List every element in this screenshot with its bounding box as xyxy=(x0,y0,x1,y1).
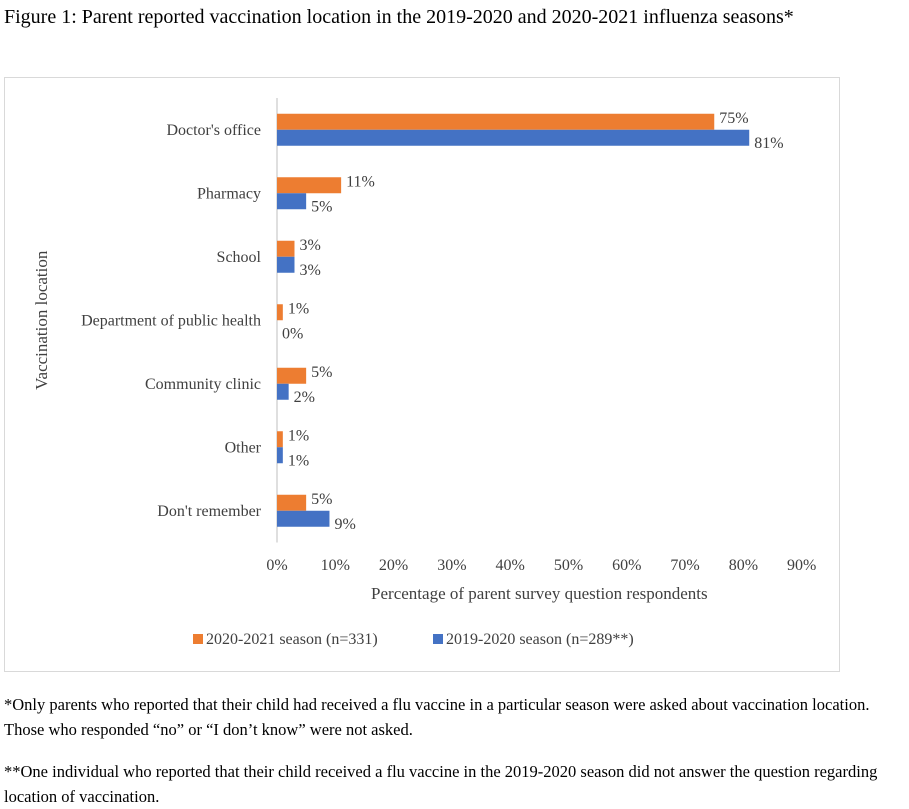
bar-chart: Doctor's office Pharmacy School Department … xyxy=(32,98,816,648)
x-tick-label: 80% xyxy=(729,557,758,574)
data-label: 3% xyxy=(299,262,320,279)
category-label: Pharmacy xyxy=(197,185,261,202)
data-label: 1% xyxy=(288,300,309,317)
category-label: Department of public health xyxy=(81,312,261,329)
bar xyxy=(277,447,283,464)
data-label: 5% xyxy=(311,364,332,381)
x-tick-label: 60% xyxy=(612,557,641,574)
data-label: 1% xyxy=(288,427,309,444)
figure-title: Figure 1: Parent reported vaccination lo… xyxy=(4,6,794,28)
chart-frame xyxy=(4,77,840,672)
data-label: 2% xyxy=(294,389,315,406)
data-label: 11% xyxy=(346,173,375,190)
data-label: 81% xyxy=(754,135,783,152)
y-axis-title: Vaccination location xyxy=(32,250,51,390)
bar xyxy=(277,383,289,400)
data-label: 0% xyxy=(282,325,303,342)
bar xyxy=(277,177,342,194)
data-label: 3% xyxy=(299,237,320,254)
category-label: Other xyxy=(225,439,262,456)
x-tick-label: 30% xyxy=(437,557,466,574)
bar xyxy=(277,113,715,130)
bar xyxy=(277,240,295,257)
bar xyxy=(277,256,295,273)
category-label: Doctor's office xyxy=(166,122,261,139)
category-label: Don't remember xyxy=(157,503,261,520)
x-tick-label: 50% xyxy=(554,557,583,574)
bar xyxy=(277,304,283,321)
x-tick-label: 0% xyxy=(266,557,287,574)
data-label: 5% xyxy=(311,491,332,508)
x-axis-title: Percentage of parent survey question res… xyxy=(371,584,708,603)
x-tick-label: 90% xyxy=(787,557,816,574)
bar xyxy=(277,367,307,384)
x-tick-label: 10% xyxy=(321,557,350,574)
category-label: Community clinic xyxy=(145,376,261,393)
bar xyxy=(277,494,307,511)
legend-entry: 2020-2021 season (n=331) xyxy=(206,631,378,648)
bar xyxy=(277,193,307,210)
bar xyxy=(277,431,283,448)
x-tick-label: 20% xyxy=(379,557,408,574)
legend-swatch xyxy=(193,634,203,644)
x-tick-label: 70% xyxy=(670,557,699,574)
legend-entry: 2019-2020 season (n=289**) xyxy=(446,631,634,648)
bar xyxy=(277,129,750,146)
legend-swatch xyxy=(433,634,443,644)
data-label: 1% xyxy=(288,452,309,469)
data-label: 75% xyxy=(719,110,748,127)
footnote-2: **One individual who reported that their… xyxy=(4,762,878,806)
data-label: 9% xyxy=(334,516,355,533)
category-label: School xyxy=(217,249,262,266)
data-label: 5% xyxy=(311,198,332,215)
x-tick-label: 40% xyxy=(496,557,525,574)
bar xyxy=(277,510,330,527)
footnote-1: *Only parents who reported that their ch… xyxy=(4,695,870,739)
